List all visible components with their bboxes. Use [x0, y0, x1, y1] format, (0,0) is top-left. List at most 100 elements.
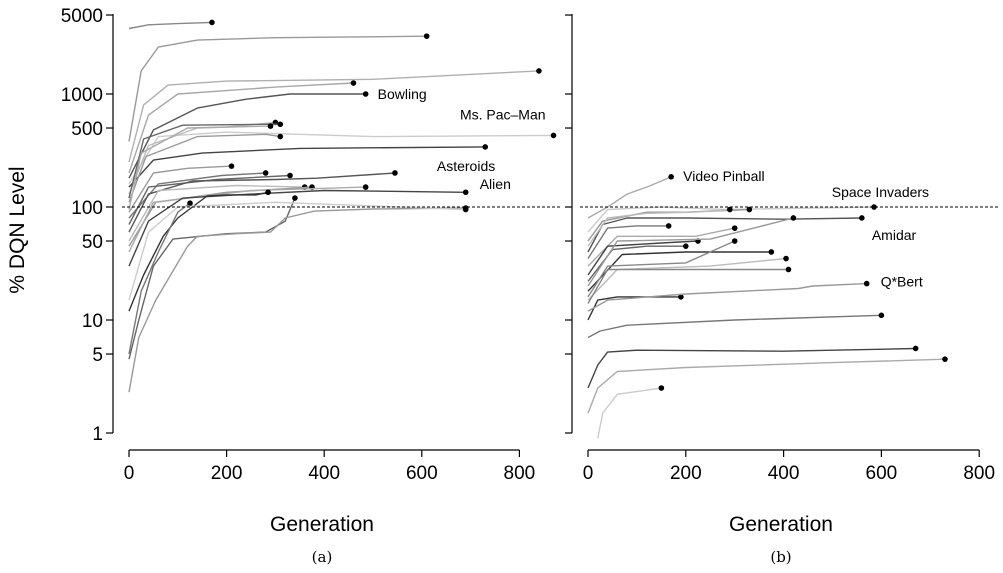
series-line: [128, 82, 354, 174]
series-endpoint: [228, 163, 235, 169]
y-tick-label: 5: [92, 345, 103, 366]
annotation-label: Video Pinball: [683, 168, 764, 184]
series-endpoint: [536, 68, 542, 74]
series-line: [128, 93, 366, 179]
series-line: [128, 123, 281, 199]
y-tick-label: 500: [71, 119, 103, 140]
x-tick-label: 200: [211, 463, 243, 484]
series-line: [587, 240, 699, 276]
series-line: [587, 240, 735, 298]
series-endpoint: [209, 19, 215, 26]
series-endpoint: [790, 215, 797, 221]
series-line: [587, 176, 672, 219]
series-endpoint: [683, 243, 689, 249]
series-endpoint: [859, 215, 865, 221]
series-endpoint: [942, 356, 948, 362]
series-line: [128, 172, 266, 219]
series-endpoint: [287, 172, 293, 179]
series-endpoint: [731, 238, 738, 244]
series-endpoint: [912, 345, 919, 352]
x-tick-label: 600: [406, 463, 438, 484]
series-line: [128, 189, 466, 267]
x-tick-label: 600: [866, 463, 898, 484]
annotation-label: Ms. Pac–Man: [460, 106, 546, 122]
series-line: [128, 186, 366, 253]
x-tick-label: 0: [583, 463, 594, 484]
panel-b-x-axis-label: Generation: [729, 513, 833, 536]
series-endpoint: [482, 144, 489, 150]
series-endpoint: [392, 170, 398, 176]
y-tick-label: 50: [82, 232, 103, 253]
y-axis-label: % DQN Level: [6, 166, 29, 293]
series-line: [587, 217, 794, 287]
annotation-label: Q*Bert: [881, 273, 923, 289]
series-line: [128, 35, 427, 142]
x-tick-label: 800: [504, 463, 536, 484]
series-line: [587, 227, 735, 267]
x-tick-label: 200: [670, 463, 702, 484]
y-tick-label: 100: [71, 198, 103, 219]
x-tick-label: 800: [963, 463, 995, 484]
series-endpoint: [462, 206, 469, 213]
panel-b-chart: 0 200 400 600 800 Video Pinball Space Invaders…: [565, 14, 1000, 484]
annotation-label: Space Invaders: [832, 184, 929, 200]
annotation-label: Bowling: [378, 86, 427, 102]
annotation-label: Alien: [480, 176, 511, 192]
series-endpoint: [768, 249, 775, 255]
y-tick-label: 10: [82, 311, 103, 332]
series-endpoint: [262, 170, 269, 176]
series-endpoint: [550, 132, 557, 139]
x-tick-label: 400: [308, 463, 340, 484]
series-endpoint: [658, 385, 665, 391]
series-endpoint: [350, 80, 357, 86]
series-line: [587, 268, 789, 304]
series-endpoint: [863, 280, 870, 287]
series-line: [587, 225, 669, 259]
series-line: [128, 131, 554, 185]
series-line: [128, 21, 213, 30]
series-endpoint: [668, 174, 674, 180]
series-endpoint: [423, 33, 430, 39]
series-endpoint: [871, 204, 877, 210]
series-endpoint: [277, 121, 284, 128]
series-line: [128, 207, 466, 393]
series-endpoint: [267, 123, 274, 129]
series-endpoint: [785, 266, 792, 273]
series-line: [128, 202, 191, 355]
series-endpoint: [187, 200, 193, 207]
panel-b-subcaption: (b): [770, 548, 791, 566]
series-endpoint: [878, 312, 885, 319]
series-line: [587, 251, 772, 292]
series-line: [587, 347, 916, 389]
series-line: [128, 172, 396, 233]
series-line: [128, 184, 305, 242]
panel-a-chart: 1 5 10 50 100 500 1000 5000 0 200 400 600 800 Bowling…: [61, 6, 560, 484]
series-endpoint: [731, 225, 738, 231]
x-tick-label: 0: [124, 463, 135, 484]
series-line: [587, 282, 867, 312]
series-endpoint: [292, 195, 298, 201]
series-line: [128, 197, 296, 360]
series-line: [587, 358, 946, 414]
panel-a-x-axis-label: Generation: [270, 513, 374, 536]
series-endpoint: [362, 184, 369, 190]
series-endpoint: [783, 255, 789, 262]
series-line: [128, 70, 539, 163]
x-tick-label: 400: [768, 463, 800, 484]
series-line: [128, 125, 271, 210]
series-endpoint: [362, 91, 369, 97]
series-endpoint: [665, 223, 672, 229]
panel-a-subcaption: (a): [312, 548, 333, 566]
series-line: [587, 208, 730, 247]
series-line: [587, 296, 681, 321]
series-endpoint: [678, 294, 684, 300]
series-line: [597, 387, 662, 439]
series-line: [128, 165, 232, 213]
y-tick-label: 1: [92, 424, 103, 445]
series-endpoint: [462, 189, 469, 196]
series-endpoint: [727, 206, 733, 213]
series-endpoint: [746, 206, 753, 213]
series-endpoint: [277, 133, 284, 140]
annotation-label: Asteroids: [437, 158, 495, 174]
